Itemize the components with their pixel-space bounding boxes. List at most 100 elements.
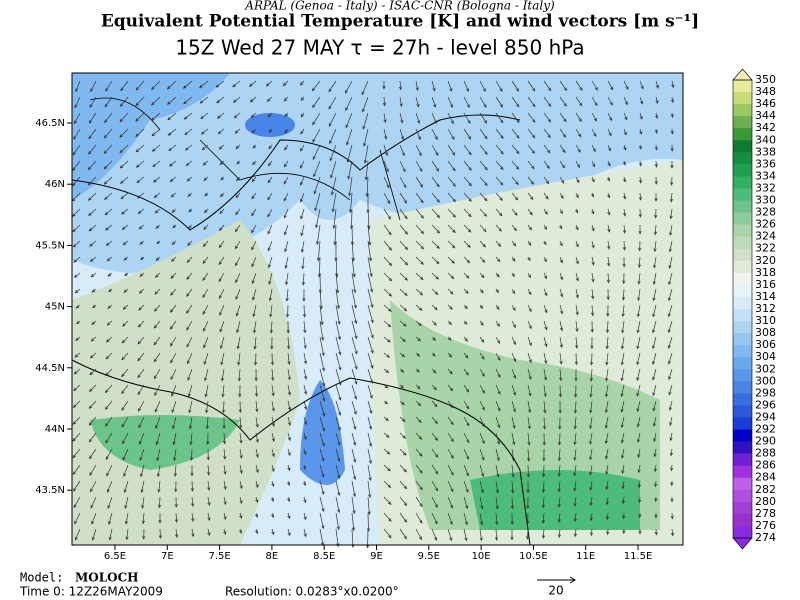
wind-vector [606,480,609,490]
wind-vector-head [528,359,532,364]
wind-vector-head [88,151,92,155]
wind-vector [74,352,81,358]
wind-vector-head [419,292,424,296]
wind-vector-head [105,242,110,246]
wind-vector-head [436,214,441,219]
wind-vector [187,368,193,381]
colorbar-label: 318 [755,266,776,279]
wind-vector-head [353,426,357,430]
wind-vector-head [636,408,640,413]
colorbar-label: 338 [755,145,776,158]
wind-vector-head [361,108,365,113]
wind-vector-head [384,385,389,389]
wind-vector-head [484,166,488,171]
wind-vector [201,128,209,135]
wind-vector-head [545,195,549,200]
wind-vector [591,208,594,214]
wind-vector [558,512,561,523]
wind-vector [252,272,257,284]
wind-vector [186,336,193,348]
wind-vector [328,96,337,110]
wind-vector [447,256,455,264]
wind-vector-head [545,180,550,185]
wind-vector [431,176,440,187]
wind-vector-head [74,520,78,525]
wind-vector [73,128,81,140]
wind-vector [351,240,354,261]
wind-vector [186,304,193,314]
wind-vector-head [638,179,643,184]
wind-vector-head [527,257,531,262]
wind-vector-head [73,370,78,375]
wind-vector [447,432,454,442]
wind-vector-head [337,475,341,479]
wind-vector [138,304,145,311]
wind-vector-head [610,86,614,91]
wind-vector-head [269,313,273,318]
wind-vector-head [590,312,595,317]
wind-vector-head [301,282,306,286]
wind-vector [207,496,210,506]
wind-vector [399,304,407,312]
wind-vector-head [234,130,239,134]
colorbar-label: 350 [755,73,776,86]
colorbar-label: 344 [755,109,776,122]
wind-vector-head [205,425,209,430]
wind-vector [670,208,673,219]
wind-vector-head [205,409,209,414]
wind-vector-head [639,116,643,120]
wind-vector [345,112,353,128]
colorbar-label: 326 [755,218,776,231]
wind-vector-head [353,459,357,463]
wind-vector-head [579,102,583,107]
wind-vector-head [252,329,257,334]
wind-vector-head [621,455,625,459]
wind-vector-head [304,391,308,395]
colorbar-band [733,248,752,262]
wind-vector [73,256,81,263]
wind-vector [141,480,145,493]
wind-vector-head [346,158,350,163]
wind-vector-head [316,257,321,262]
wind-vector [319,320,324,341]
wind-vector-head [620,377,624,382]
wind-vector-head [167,116,171,121]
wind-vector [335,448,340,462]
wind-vector-head [232,83,236,88]
wind-vector [479,480,484,493]
wind-vector [135,96,145,106]
wind-vector [155,272,161,278]
wind-vector-head [589,471,593,476]
wind-vector-head [154,291,158,295]
wind-vector [284,144,289,150]
wind-vector [121,416,129,428]
wind-vector-head [321,367,326,372]
wind-vector [218,240,225,248]
colorbar-band [733,200,752,213]
wind-vector-head [526,489,530,494]
wind-vector [383,464,391,472]
wind-vector-head [480,339,485,343]
wind-vector-head [382,85,386,90]
wind-vector-head [185,162,190,167]
wind-vector [559,320,563,331]
wind-vector [399,144,405,156]
wind-vector-head [387,200,391,205]
wind-vector [223,496,226,505]
wind-vector-head [175,534,179,539]
wind-vector [399,416,406,422]
wind-vector-head [500,135,504,140]
wind-vector-head [526,535,530,540]
wind-vector [399,464,407,473]
colorbar-band [733,236,752,250]
wind-vector-head [652,281,656,286]
wind-vector-head [464,338,468,342]
wind-vector [638,256,641,268]
wind-vector [238,368,241,381]
colorbar-label: 334 [755,169,776,182]
wind-vector [399,512,407,523]
wind-vector-head [575,277,579,282]
wind-vector [151,128,161,137]
wind-vector-head [605,329,610,334]
wind-vector-head [72,243,77,248]
